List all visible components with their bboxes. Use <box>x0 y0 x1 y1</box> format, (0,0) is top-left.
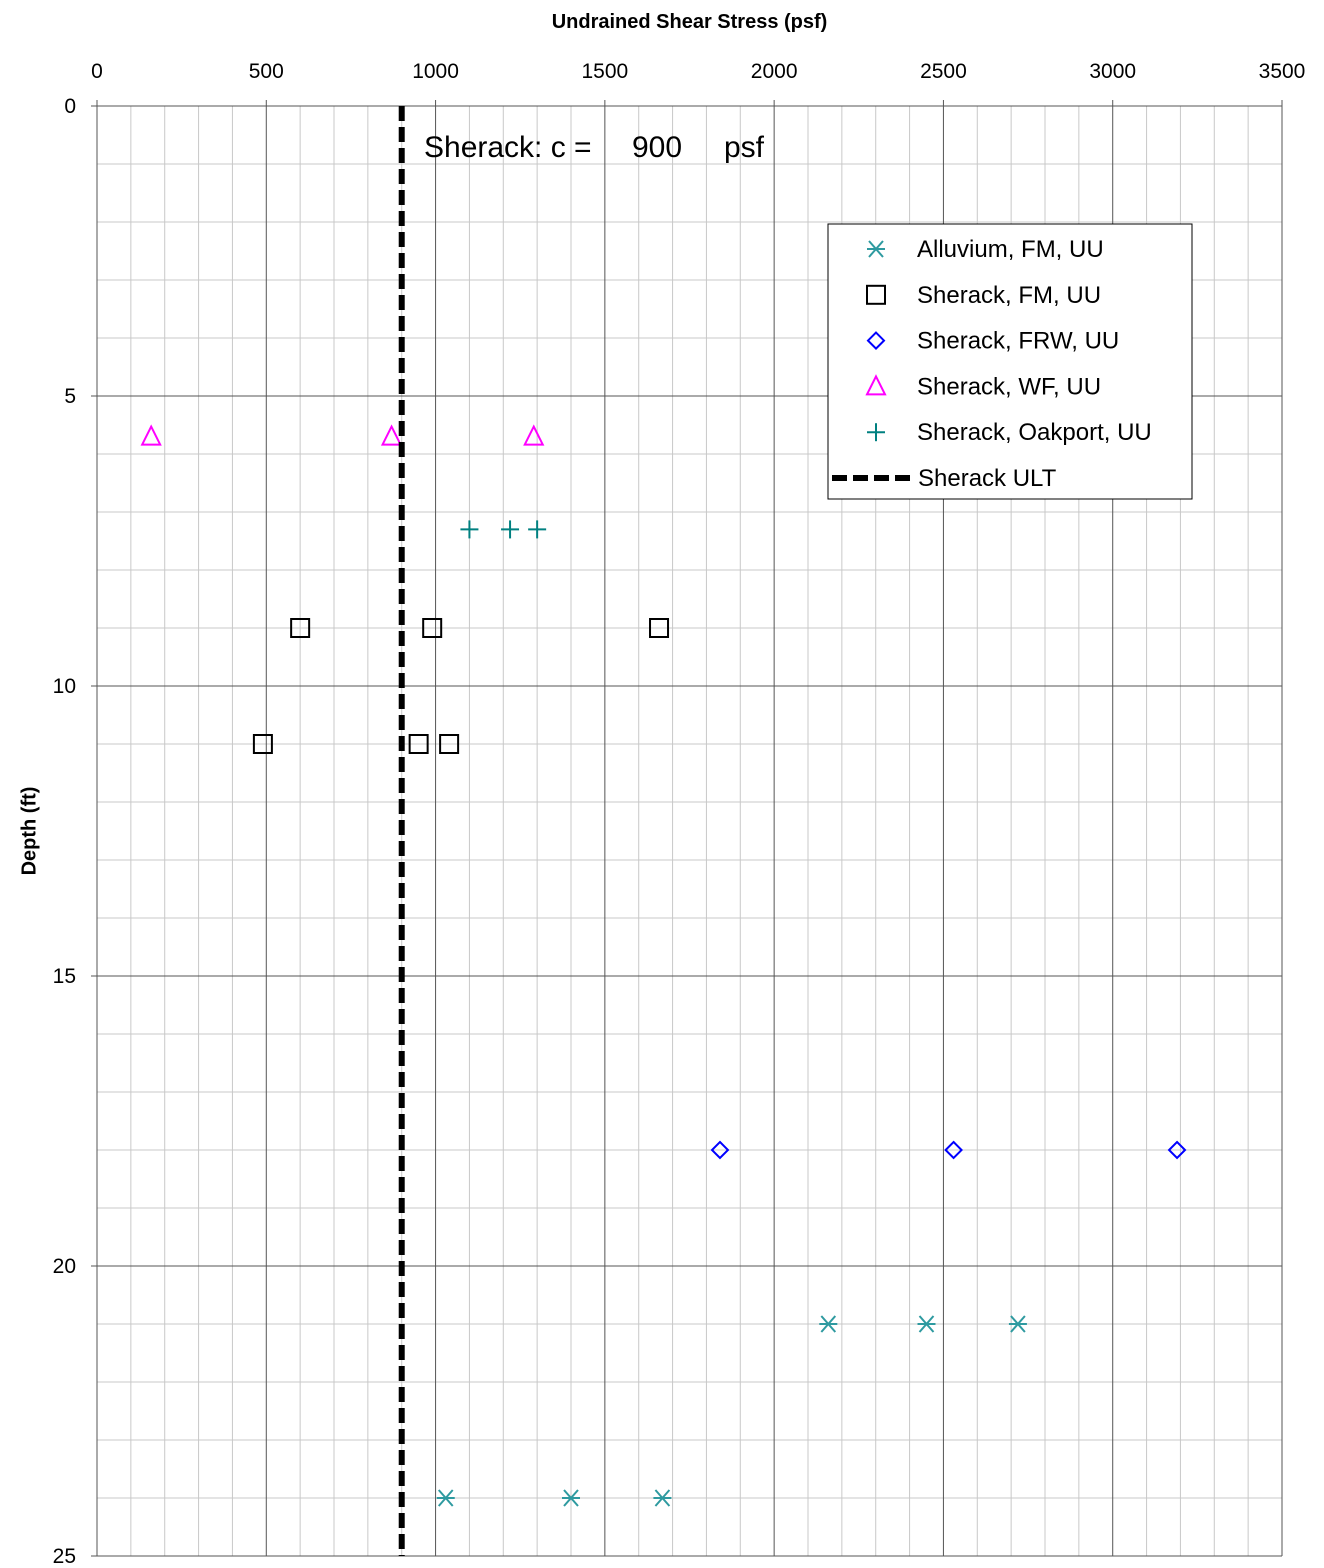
data-point <box>710 1140 730 1160</box>
data-point <box>523 424 545 446</box>
legend-label: Sherack ULT <box>918 465 1057 492</box>
data-point <box>944 1140 963 1160</box>
legend-item: Sherack, FRW, UU <box>866 328 1119 355</box>
x-tick-label: 1000 <box>412 60 459 83</box>
data-point <box>649 618 670 638</box>
data-point <box>290 618 311 638</box>
data-point <box>653 1489 672 1507</box>
x-tick-label: 2000 <box>751 60 798 83</box>
data-point <box>436 1489 455 1507</box>
legend: Alluvium, FM, UU Sherack, FM, UU Sherack, … <box>827 223 1193 500</box>
data-series <box>140 106 1187 1556</box>
series-sherack-oakport-uu <box>460 520 547 539</box>
annotation-unit: psf <box>724 131 765 164</box>
y-tick-label: 15 <box>53 965 76 988</box>
legend-marker <box>867 423 885 442</box>
legend-item: Sherack ULT <box>832 465 1057 492</box>
data-point <box>917 1315 936 1333</box>
x-tick-label: 0 <box>91 60 103 83</box>
data-point <box>439 734 460 754</box>
series-sherack-wf-uu <box>140 424 545 446</box>
legend-box <box>827 223 1193 500</box>
y-tick-label: 0 <box>64 95 76 118</box>
y-tick-label: 20 <box>53 1255 76 1278</box>
legend-label: Sherack, Oakport, UU <box>917 419 1152 446</box>
series-alluvium-fm-uu <box>436 1315 1027 1507</box>
data-point <box>819 1315 838 1333</box>
legend-item: Sherack, Oakport, UU <box>867 419 1152 446</box>
data-point <box>562 1489 580 1507</box>
y-tick-label: 10 <box>53 675 76 698</box>
data-point <box>140 424 162 446</box>
y-axis-title: Depth (ft) <box>18 787 40 876</box>
annotation: Sherack: c = 900 psf <box>424 131 765 164</box>
x-axis-title: Undrained Shear Stress (psf) <box>552 11 828 33</box>
data-point <box>380 424 403 446</box>
series-sherack-frw-uu <box>710 1140 1187 1160</box>
series-sherack-fm-uu <box>252 618 670 754</box>
legend-marker <box>866 331 886 351</box>
legend-marker <box>865 374 887 396</box>
data-point <box>460 520 479 539</box>
tick-labels: 0 500 1000 1500 2000 2500 3000 3500 0 5 10 15 20 25 <box>53 60 1306 1568</box>
legend-marker <box>867 240 885 258</box>
x-tick-label: 2500 <box>920 60 967 83</box>
data-point <box>501 520 520 539</box>
y-tick-label: 25 <box>53 1545 76 1568</box>
legend-label: Sherack, WF, UU <box>917 373 1101 400</box>
legend-item: Sherack, FM, UU <box>866 282 1101 309</box>
data-point <box>528 520 547 539</box>
x-tick-label: 500 <box>249 60 284 83</box>
x-tick-label: 3500 <box>1259 60 1306 83</box>
y-tick-label: 5 <box>64 385 76 408</box>
legend-item: Sherack, WF, UU <box>865 373 1101 400</box>
data-point <box>1167 1140 1187 1160</box>
legend-label: Sherack, FRW, UU <box>917 328 1119 355</box>
annotation-label: Sherack: c = <box>424 131 592 164</box>
legend-item: Alluvium, FM, UU <box>867 236 1104 263</box>
legend-marker <box>866 284 886 305</box>
data-point <box>1008 1315 1027 1333</box>
annotation-value: 900 <box>632 131 682 164</box>
data-point <box>252 734 273 754</box>
legend-label: Alluvium, FM, UU <box>917 236 1104 263</box>
x-tick-label: 1500 <box>581 60 628 83</box>
data-point <box>408 734 429 754</box>
data-point <box>422 618 443 638</box>
x-tick-label: 3000 <box>1089 60 1136 83</box>
legend-label: Sherack, FM, UU <box>917 282 1101 309</box>
